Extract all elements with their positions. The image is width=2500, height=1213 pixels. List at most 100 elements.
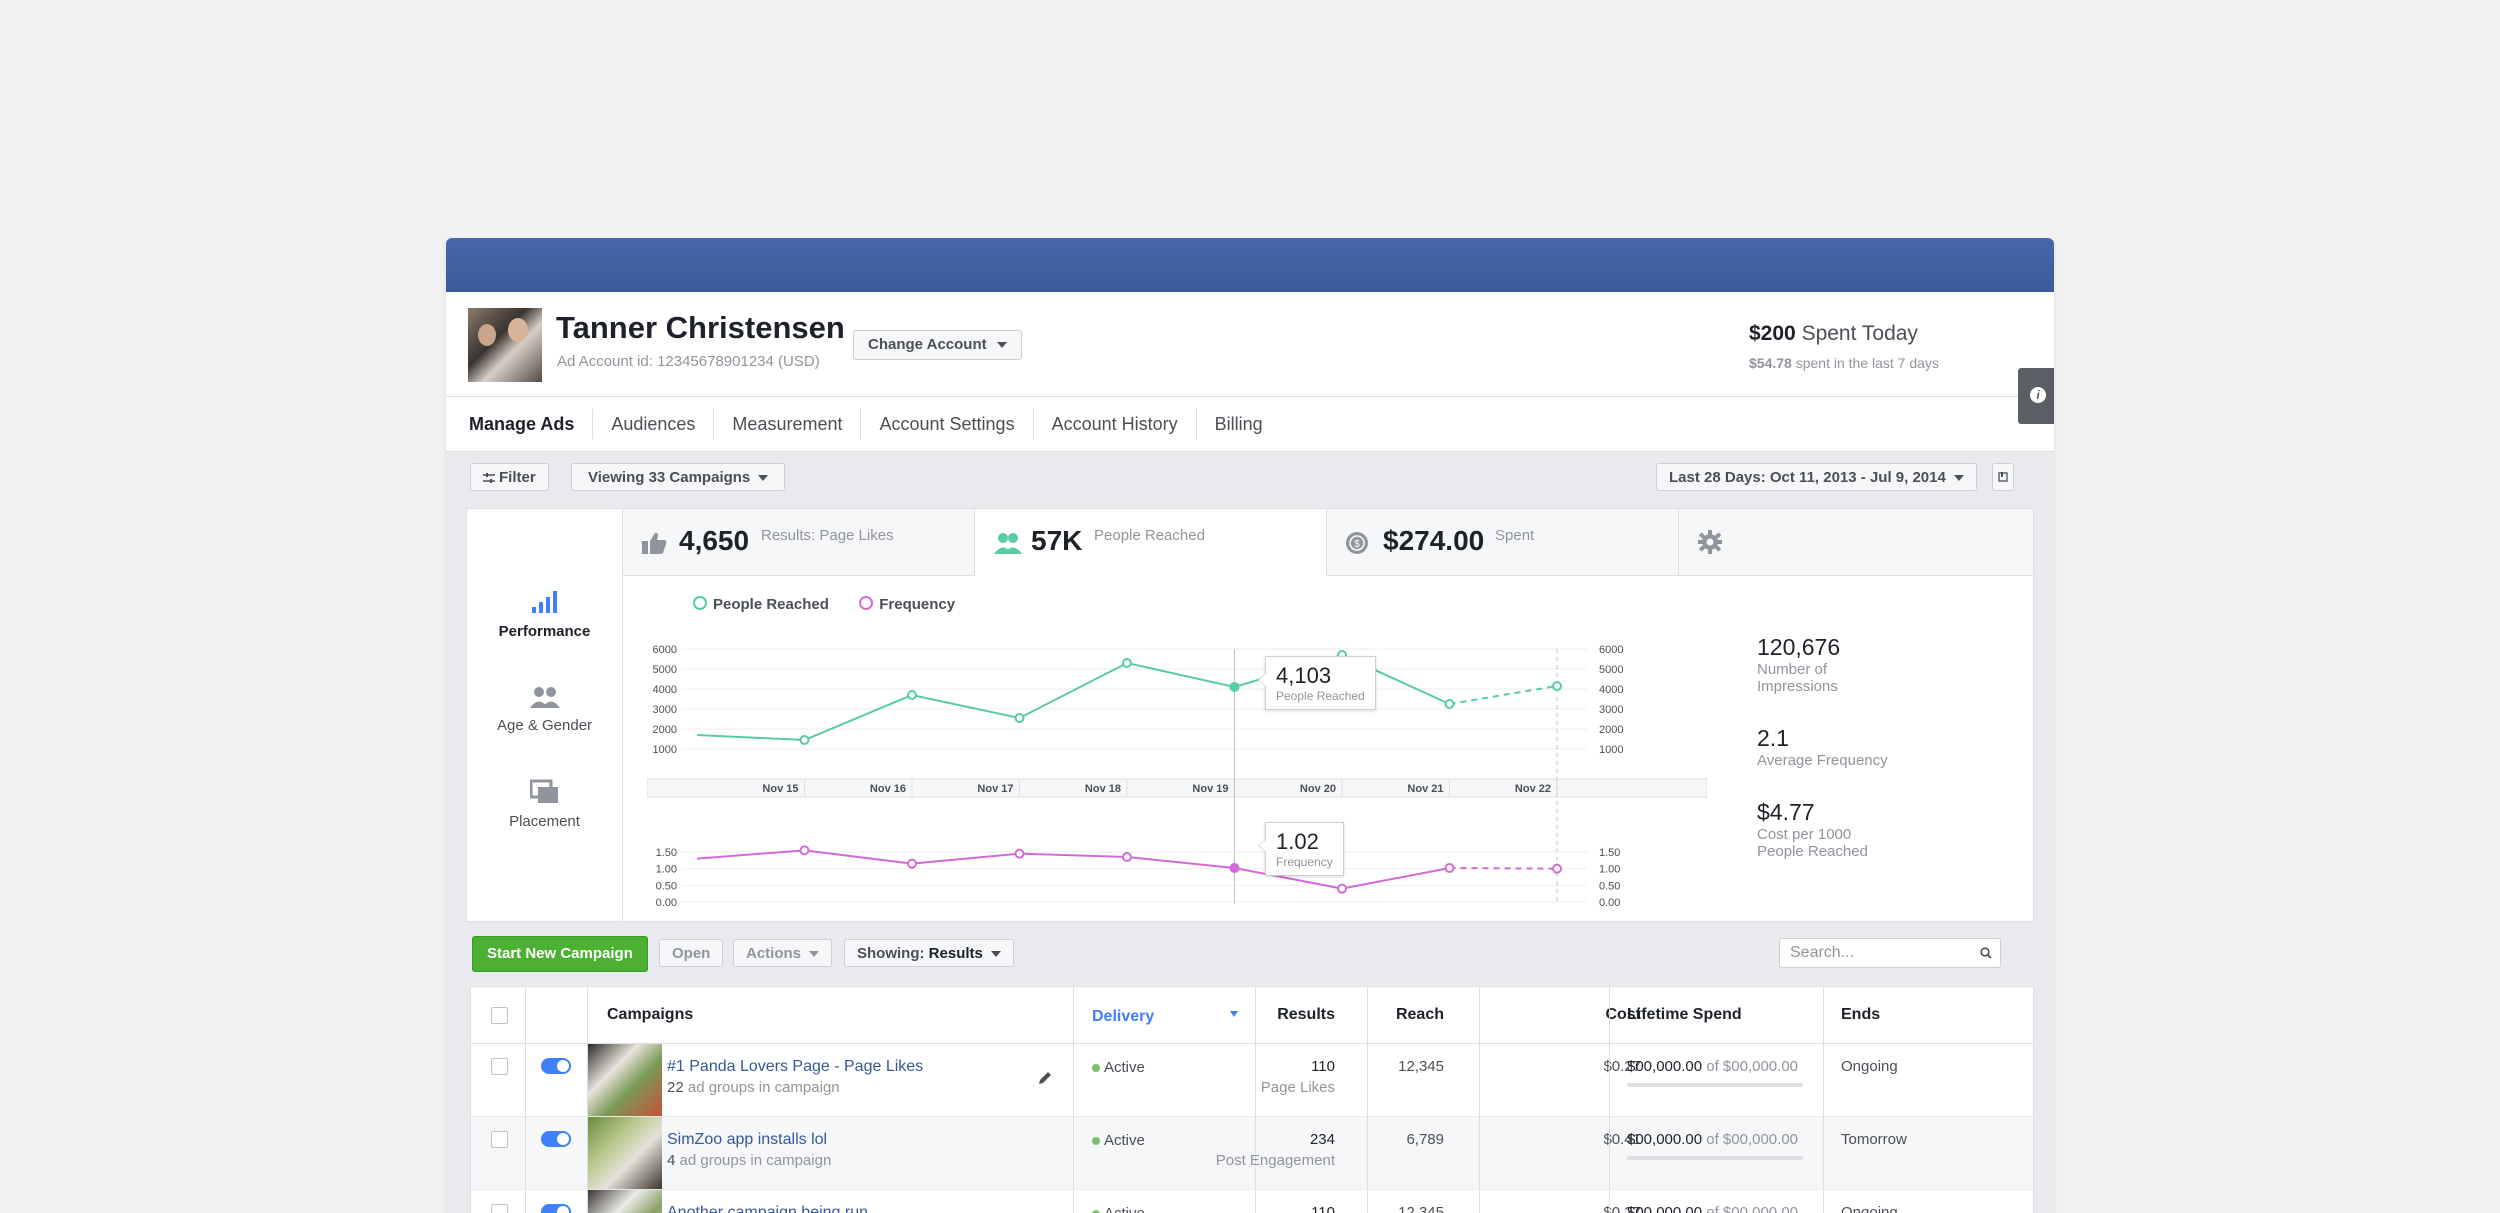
sidenav-age-gender[interactable]: Age & Gender: [467, 685, 622, 734]
nav-audiences[interactable]: Audiences: [593, 409, 715, 439]
y-tick-label-right: 5000: [1599, 664, 1623, 676]
showing-value: Results: [928, 945, 983, 962]
sidenav-placement[interactable]: Placement: [467, 779, 622, 830]
nav-manage-ads[interactable]: Manage Ads: [469, 409, 594, 439]
col-lifetime-spend[interactable]: Lifetime Spend: [1627, 1006, 1742, 1023]
y-tick-label: 1.00: [656, 864, 677, 876]
tab-people-reached[interactable]: 57K People Reached: [975, 509, 1327, 576]
frequency-point: [1337, 883, 1347, 894]
x-tick-label: Nov 21: [1407, 783, 1443, 795]
legend-reach[interactable]: People Reached: [713, 596, 829, 613]
campaign-subtitle: 4 ad groups in campaign: [667, 1152, 831, 1169]
row-checkbox[interactable]: [491, 1204, 508, 1213]
frequency-line: [696, 849, 1450, 890]
avatar[interactable]: [468, 308, 542, 382]
filter-button[interactable]: Filter: [470, 463, 549, 491]
frequency-tooltip: 1.02 Frequency: [1258, 822, 1344, 876]
nav-billing[interactable]: Billing: [1214, 414, 1263, 434]
spent-week: $54.78 spent in the last 7 days: [1749, 355, 1939, 371]
row-checkbox[interactable]: [491, 1131, 508, 1148]
chevron-down-icon: [990, 951, 1001, 958]
stat-value: 120,676: [1757, 634, 1841, 660]
placement-icon: [529, 779, 558, 803]
sort-arrow-icon[interactable]: [1230, 1011, 1238, 1017]
tab-spent[interactable]: $ $274.00 Spent: [1327, 509, 1679, 575]
frequency-tooltip-label: Frequency: [1276, 855, 1333, 869]
open-button[interactable]: Open: [659, 939, 724, 967]
status-dot: [1092, 1064, 1100, 1072]
table-row[interactable]: #1 Panda Lovers Page - Page Likes 22 ad g…: [471, 1044, 2033, 1117]
cost-value: $0.27: [1603, 1204, 1641, 1213]
select-all-checkbox[interactable]: [491, 1007, 508, 1024]
col-delivery[interactable]: Delivery: [1092, 1008, 1155, 1025]
col-ends[interactable]: Ends: [1841, 1006, 1881, 1023]
change-account-button[interactable]: Change Account: [853, 330, 1022, 360]
frequency-point: [1552, 863, 1562, 874]
x-tick-label: Nov 17: [977, 783, 1013, 795]
frequency-point: [1014, 848, 1025, 859]
sidenav-performance[interactable]: Performance: [467, 589, 622, 640]
account-header: Tanner Christensen Ad Account id: 123456…: [446, 292, 2054, 397]
delivery-status: Active: [1092, 1059, 1145, 1076]
campaign-toggle[interactable]: [541, 1131, 571, 1147]
x-tick-label: Nov 19: [1192, 783, 1228, 795]
campaign-name-link[interactable]: #1 Panda Lovers Page - Page Likes: [667, 1058, 924, 1075]
account-id: Ad Account id: 12345678901234 (USD): [557, 353, 820, 370]
sidenav-placement-label: Placement: [509, 813, 580, 830]
search-input[interactable]: Search...: [1779, 938, 2001, 968]
y-tick-label: 1000: [653, 744, 677, 756]
row-checkbox[interactable]: [491, 1058, 508, 1075]
results-value: 4,650: [679, 525, 750, 556]
viewing-campaigns-dropdown[interactable]: Viewing 33 Campaigns: [571, 463, 786, 491]
metric-tabs: 4,650 Results: Page Likes 57K People Rea…: [623, 509, 2033, 576]
campaign-toggle[interactable]: [541, 1058, 571, 1074]
col-results[interactable]: Results: [1277, 1006, 1335, 1023]
actions-dropdown[interactable]: Actions: [733, 939, 833, 967]
nav-measurement[interactable]: Measurement: [714, 409, 862, 439]
sidenav-age-gender-label: Age & Gender: [496, 717, 593, 734]
stat-label: Cost per 1000 People Reached: [1757, 826, 1868, 860]
spend-progress-bar: [1627, 1083, 1803, 1087]
reach-value: 57K: [1031, 525, 1083, 556]
nav-account-settings[interactable]: Account Settings: [861, 409, 1034, 439]
nav-account-history[interactable]: Account History: [1034, 409, 1197, 439]
reach-point: [1444, 699, 1455, 709]
campaign-name-link[interactable]: SimZoo app installs lol: [667, 1131, 828, 1148]
y-tick-label: 3000: [653, 704, 677, 716]
col-campaigns[interactable]: Campaigns: [607, 1006, 694, 1023]
table-row[interactable]: SimZoo app installs lol 4 ad groups in ca…: [471, 1117, 2033, 1190]
y-tick-label-right: 1.00: [1599, 864, 1620, 876]
info-tab[interactable]: i: [2018, 368, 2054, 424]
insights-sidenav: Performance Age & Gender Placement: [467, 509, 623, 921]
y-tick-label-right: 4000: [1599, 684, 1623, 696]
results-type: Page Likes: [1260, 1079, 1335, 1096]
col-reach[interactable]: Reach: [1395, 1006, 1444, 1023]
results-value: 110: [1311, 1204, 1335, 1213]
delivery-status: Active: [1092, 1205, 1145, 1213]
reach-point: [1014, 713, 1025, 723]
table-row[interactable]: Another campaign being run Active 110 12,3…: [471, 1190, 2033, 1213]
info-icon: i: [2030, 387, 2046, 403]
tab-settings[interactable]: [1679, 509, 2033, 575]
cost-value: $0.41: [1603, 1131, 1641, 1148]
showing-dropdown[interactable]: Showing: Results: [844, 939, 1014, 967]
date-range-dropdown[interactable]: Last 28 Days: Oct 11, 2013 - Jul 9, 2014: [1656, 463, 1977, 491]
export-button[interactable]: [1992, 463, 2014, 491]
search-icon: [1980, 947, 1992, 959]
col-cost[interactable]: Cost: [1605, 1006, 1641, 1023]
campaign-name-link[interactable]: Another campaign being run: [667, 1204, 869, 1213]
tab-results[interactable]: 4,650 Results: Page Likes: [623, 509, 975, 575]
delivery-label: Active: [1104, 1132, 1145, 1149]
reach-tooltip-value: 4,103: [1276, 663, 1332, 688]
lifetime-spend: $00,000.00 of $00,000.00: [1627, 1058, 1798, 1075]
summary-stats: 120,676 Number of Impressions 2.1 Average …: [1757, 634, 1897, 890]
start-new-campaign-button[interactable]: Start New Campaign: [472, 936, 648, 972]
edit-pencil-icon[interactable]: [1037, 1070, 1053, 1086]
y-tick-label: 1.50: [656, 847, 677, 859]
reach-value: 12,345: [1398, 1204, 1444, 1213]
filter-label: Filter: [499, 469, 536, 486]
reach-point: [1552, 681, 1562, 691]
delivery-label: Active: [1104, 1059, 1145, 1076]
campaign-toggle[interactable]: [541, 1204, 571, 1213]
legend-frequency[interactable]: Frequency: [879, 596, 956, 613]
